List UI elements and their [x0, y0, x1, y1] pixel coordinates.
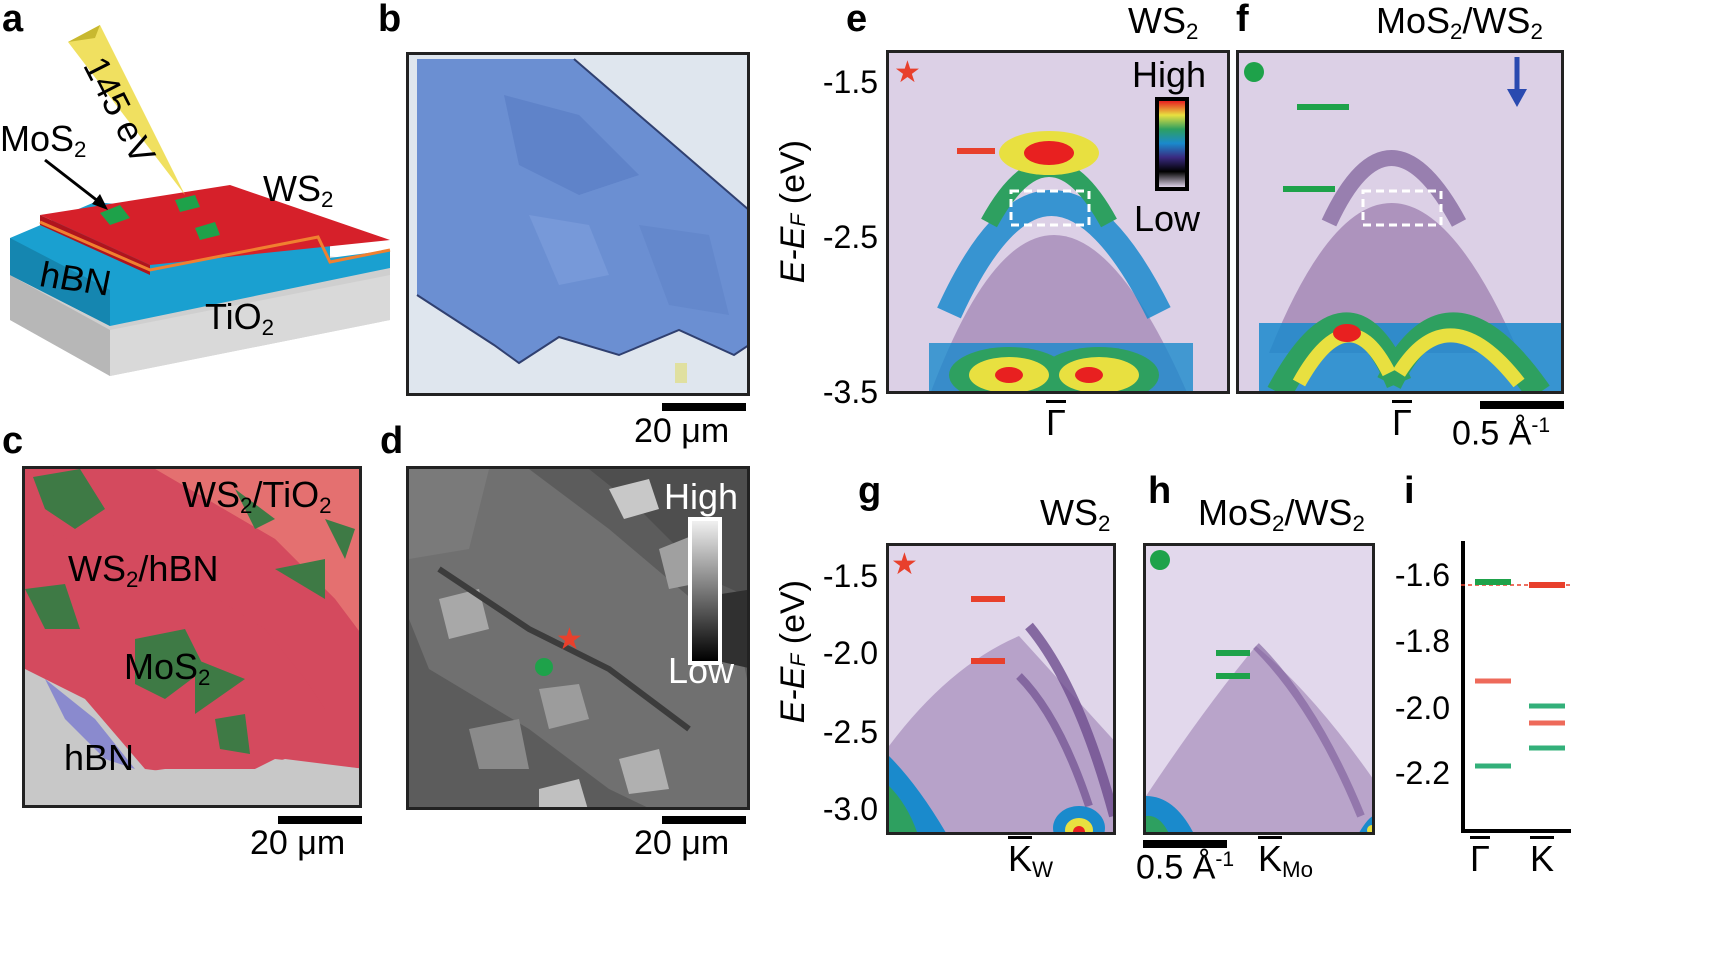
tick-g-3: -2.5	[822, 714, 878, 750]
star-marker-e: ★	[894, 56, 921, 89]
panel-f-title: MoS2/WS2	[1376, 0, 1543, 45]
star-marker: ★	[556, 623, 583, 656]
grayscale-colorbar	[688, 517, 722, 665]
arpes-f-image	[1239, 53, 1561, 391]
xlabel-i-gamma: Γ	[1470, 836, 1490, 879]
scalebar-h	[1143, 840, 1227, 848]
tick-g-4: -3.0	[822, 791, 878, 827]
xlabel-i-k: K	[1530, 836, 1555, 879]
tick-g-2: -2.0	[822, 635, 878, 671]
tick-i-2: -1.8	[1394, 623, 1450, 659]
scalebar-b-label: 20 μm	[634, 412, 730, 450]
panel-h-label: h	[1148, 470, 1172, 512]
tick-e-1: -1.5	[822, 64, 878, 100]
energy-level-diagram	[1461, 579, 1571, 769]
arpes-e-image	[889, 53, 1227, 391]
map-regions	[25, 469, 359, 805]
scalebar-h-label: 0.5 Å-1	[1136, 848, 1235, 887]
colorbar-d-high: High	[664, 476, 739, 517]
panel-i-label: i	[1404, 470, 1415, 512]
mos2-map-label: MoS2	[124, 646, 211, 691]
colorbar-e-low: Low	[1134, 198, 1201, 239]
axis-i-x	[1461, 829, 1571, 833]
panel-c-label: c	[2, 420, 24, 462]
ylabel-g: E-EF (eV)	[774, 580, 812, 724]
panel-b-label: b	[378, 0, 402, 40]
arpes-h	[1143, 543, 1375, 835]
optical-flake	[416, 58, 747, 383]
arpes-g	[886, 543, 1116, 835]
xlabel-h: KMo	[1258, 836, 1314, 883]
circle-marker-h	[1150, 550, 1170, 570]
xlabel-e: Γ	[1046, 400, 1066, 443]
arpes-f	[1236, 50, 1564, 394]
color-colorbar	[1155, 97, 1189, 191]
panel-a-label: a	[2, 0, 24, 40]
star-marker-g: ★	[891, 548, 918, 581]
scalebar-f-label: 0.5 Å-1	[1452, 414, 1551, 453]
panel-f-label: f	[1236, 0, 1249, 40]
circle-marker-f	[1244, 62, 1264, 82]
panel-g-label: g	[858, 470, 882, 512]
scalebar-c	[278, 816, 362, 824]
ws2-hbn-label: WS2/hBN	[68, 548, 219, 593]
tick-i-4: -2.2	[1394, 755, 1450, 791]
axis-i-y	[1461, 541, 1465, 833]
scalebar-d-label: 20 μm	[634, 824, 730, 862]
colorbar-e-high: High	[1132, 54, 1207, 95]
tio2-label: TiO2	[205, 296, 275, 341]
panel-e-label: e	[846, 0, 868, 40]
tick-e-3: -3.5	[822, 374, 878, 410]
panel-d-label: d	[380, 420, 404, 462]
optical-image	[406, 52, 750, 396]
arpes-e	[886, 50, 1230, 394]
arpes-h-image	[1146, 546, 1372, 832]
colorbar-d-low: Low	[668, 650, 735, 691]
ws2-label: WS2	[263, 168, 334, 213]
scalebar-b	[662, 403, 746, 411]
mos2-label: MoS2	[0, 118, 87, 163]
ws2-tio2-label: WS2/TiO2	[182, 474, 332, 519]
scalebar-d	[662, 816, 746, 824]
panel-g-title: WS2	[1040, 492, 1111, 537]
circle-marker	[535, 658, 553, 676]
ylabel-e: E-EF (eV)	[774, 140, 812, 284]
scalebar-c-label: 20 μm	[250, 824, 346, 862]
panel-a-schematic	[10, 25, 391, 376]
tick-e-2: -2.5	[822, 219, 878, 255]
xlabel-f: Γ	[1392, 400, 1412, 443]
tick-g-1: -1.5	[822, 558, 878, 594]
panel-e-title: WS2	[1128, 0, 1199, 45]
schematic-map	[22, 466, 362, 808]
hbn-map-label: hBN	[64, 737, 135, 778]
arpes-g-image	[889, 546, 1113, 832]
panel-h-title: MoS2/WS2	[1198, 492, 1365, 537]
tick-i-3: -2.0	[1394, 690, 1450, 726]
xlabel-g: KW	[1008, 836, 1054, 883]
tick-i-1: -1.6	[1394, 557, 1450, 593]
scalebar-f	[1480, 401, 1564, 409]
